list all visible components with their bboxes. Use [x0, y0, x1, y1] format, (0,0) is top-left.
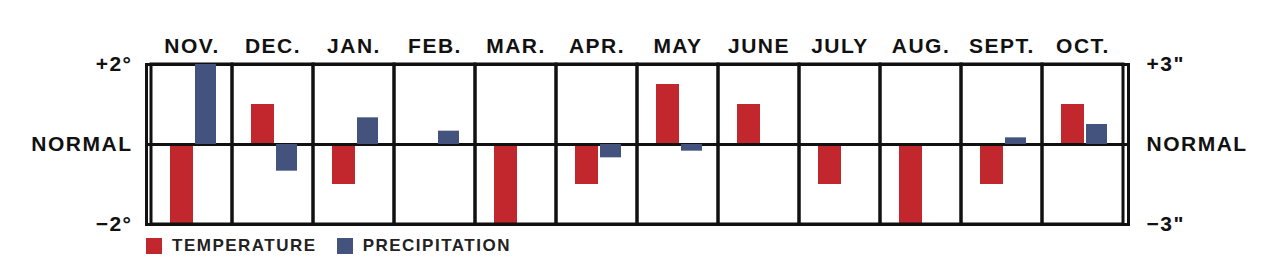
html-text:PRECIPITATION: PRECIPITATION [362, 236, 511, 255]
svg-text:NORMAL: NORMAL [31, 132, 132, 155]
svg-text:JAN.: JAN. [327, 34, 381, 57]
svg-text:APR.: APR. [569, 34, 625, 57]
svg-text:AUG.: AUG. [892, 34, 951, 57]
svg-text:JUNE: JUNE [728, 34, 790, 57]
svg-text:−2°: −2° [96, 212, 133, 235]
svg-text:SEPT.: SEPT. [969, 34, 1035, 57]
svg-text:OCT.: OCT. [1056, 34, 1110, 57]
svg-text:JULY: JULY [811, 34, 869, 57]
svg-text:MAR.: MAR. [486, 34, 546, 57]
svg-text:−3": −3" [1147, 212, 1185, 235]
html-text:TEMPERATURE: TEMPERATURE [172, 236, 317, 255]
svg-text:+3": +3" [1147, 52, 1185, 75]
svg-text:DEC.: DEC. [245, 34, 301, 57]
svg-text:NOV.: NOV. [164, 34, 219, 57]
svg-text:+2°: +2° [96, 52, 133, 75]
svg-text:FEB.: FEB. [408, 34, 462, 57]
svg-text:MAY: MAY [653, 34, 702, 57]
svg-text:NORMAL: NORMAL [1147, 132, 1248, 155]
